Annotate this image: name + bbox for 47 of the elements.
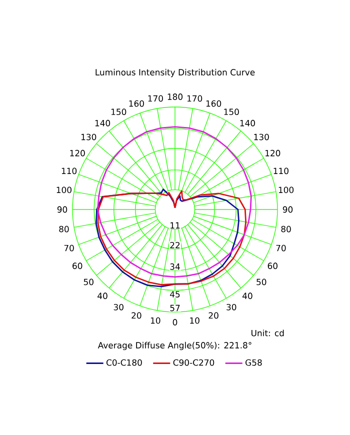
y-tick-label: 45 [170,291,180,298]
spoke-label: 10 [150,317,160,324]
spoke-label: 110 [62,168,77,174]
y-tick-label: 22 [170,242,180,248]
spoke-label: 30 [226,304,236,310]
legend-label: C90-C270 [173,359,214,366]
spoke-label: 140 [240,120,255,126]
spoke-label: 130 [254,134,269,140]
spoke-label: 90 [57,206,68,213]
spoke-label: 140 [95,120,110,126]
spoke-label: 100 [56,186,72,194]
spoke-label: 10 [190,317,200,324]
spoke-label: 20 [132,312,142,319]
spoke-label: 170 [187,95,202,102]
spoke-label: 40 [242,292,252,300]
spoke-label: 50 [84,278,94,286]
spoke-label: 150 [224,108,239,116]
spoke-label: 120 [266,150,280,156]
spoke-label: 100 [278,186,294,194]
spoke-label: 180 [168,94,183,100]
spoke-label: 160 [129,100,144,107]
spoke-label: 70 [64,244,74,252]
spoke-label: 80 [281,226,291,232]
spoke-label: 40 [98,292,108,300]
spoke-label: 90 [282,206,293,213]
spoke-label: 160 [206,100,222,107]
spoke-label: 110 [274,168,288,174]
spoke-label: 130 [81,134,96,140]
chart-title: Luminous Intensity Distribution Curve [96,68,255,78]
spoke-label: 30 [114,304,124,310]
spoke-label: 120 [70,150,85,156]
spoke-label: 80 [59,226,69,232]
spoke-label: 60 [72,262,82,270]
legend-label: C0-C180 [106,359,142,366]
spoke-label: 170 [148,95,163,102]
spoke-label: 50 [256,278,266,286]
spoke-label: 150 [111,108,126,116]
spoke-label: 60 [268,262,278,270]
y-tick-label: 57 [170,304,180,312]
spoke-label: 20 [208,312,218,319]
legend-label: G58 [246,359,262,366]
spoke-label: 70 [276,244,286,252]
y-tick-label: 34 [170,263,180,270]
spoke-label: 0 [172,319,178,326]
y-tick-label: 11 [170,222,180,228]
text: Unit: cd [252,330,284,336]
text: Average Diffuse Angle(50%): 221.8° [98,342,252,350]
